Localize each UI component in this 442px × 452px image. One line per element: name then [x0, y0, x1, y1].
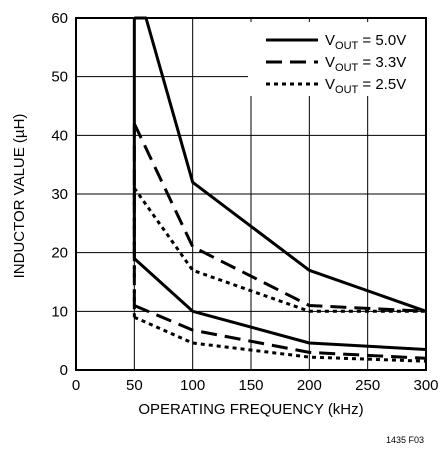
legend-label-value: = 2.5V [358, 76, 406, 93]
x-tick-label: 200 [297, 377, 322, 394]
legend-label-value: = 3.3V [358, 54, 406, 71]
legend-label-value: = 5.0V [358, 32, 406, 49]
y-tick-label: 0 [60, 362, 68, 379]
x-axis-label: OPERATING FREQUENCY (kHz) [138, 401, 363, 418]
legend-label-subscript: OUT [335, 62, 359, 74]
series-3-upper-line [133, 187, 426, 313]
legend-label-subscript: OUT [335, 84, 359, 96]
figure-code: 1435 F03 [386, 435, 424, 445]
plot-frame [75, 17, 427, 371]
legend-label: VOUT = 3.3V [325, 54, 406, 74]
x-tick-label: 50 [126, 377, 143, 394]
tick-labels: 0 50 100 150 200 250 300 0 10 20 30 40 50 60 [51, 10, 438, 394]
y-tick-label: 50 [51, 69, 68, 86]
legend-label-main: V [325, 76, 335, 93]
x-tick-label: 150 [238, 377, 263, 394]
x-tick-label: 250 [355, 377, 380, 394]
series-1-lower-line [133, 257, 427, 351]
y-tick-label: 20 [51, 245, 68, 262]
series-3-lower-line [133, 315, 427, 363]
legend-label-main: V [325, 32, 335, 49]
legend-label: VOUT = 2.5V [325, 76, 406, 96]
x-tick-label: 300 [413, 377, 438, 394]
y-tick-label: 60 [51, 10, 68, 27]
legend-label: VOUT = 5.0V [325, 32, 406, 52]
x-tick-label: 0 [72, 377, 80, 394]
y-tick-label: 10 [51, 303, 68, 320]
y-tick-label: 40 [51, 127, 68, 144]
legend-label-subscript: OUT [335, 40, 359, 52]
y-tick-label: 30 [51, 186, 68, 203]
x-tick-label: 100 [180, 377, 205, 394]
y-axis-label: INDUCTOR VALUE (µH) [11, 114, 28, 279]
series-2-lower-line [133, 304, 427, 360]
series-2-upper-line [132, 122, 427, 313]
legend-label-main: V [325, 54, 335, 71]
